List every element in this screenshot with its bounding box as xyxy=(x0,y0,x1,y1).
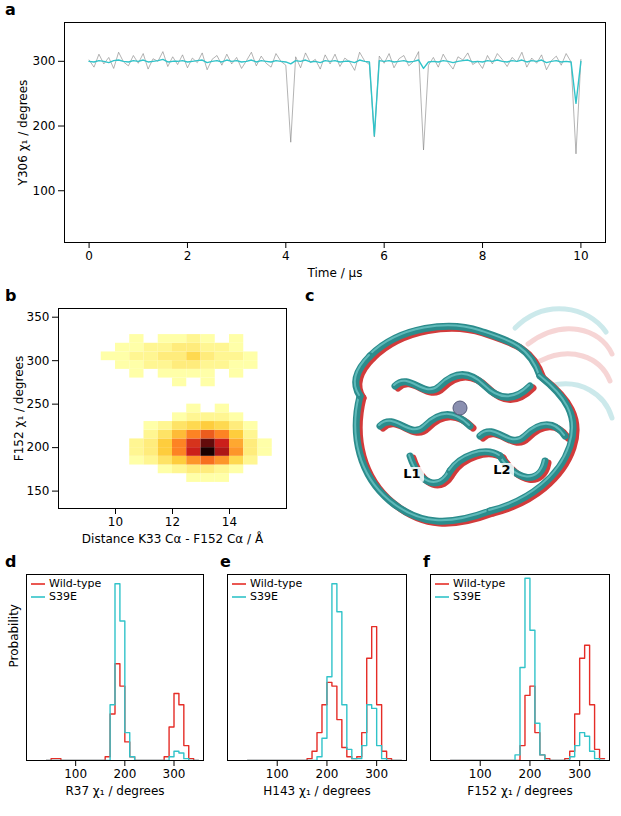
svg-text:Probability: Probability xyxy=(7,604,21,667)
svg-text:100: 100 xyxy=(64,767,87,781)
svg-text:4: 4 xyxy=(282,249,290,263)
svg-text:H143 χ₁ / degrees: H143 χ₁ / degrees xyxy=(263,784,370,798)
svg-text:300: 300 xyxy=(163,767,186,781)
svg-text:200: 200 xyxy=(518,767,541,781)
svg-text:100: 100 xyxy=(469,767,492,781)
svg-text:Time / µs: Time / µs xyxy=(307,266,363,280)
svg-text:150: 150 xyxy=(27,484,50,498)
svg-text:F152 χ₁ / degrees: F152 χ₁ / degrees xyxy=(467,784,572,798)
html-text:S39E: S39E xyxy=(49,590,77,603)
svg-text:200: 200 xyxy=(27,440,50,454)
html-text:Wild-type: Wild-type xyxy=(49,577,102,590)
html-text:e: e xyxy=(220,552,231,571)
svg-text:10: 10 xyxy=(573,249,588,263)
svg-text:Distance K33 Cα - F152 Cα / Å: Distance K33 Cα - F152 Cα / Å xyxy=(82,531,264,546)
svg-text:L2: L2 xyxy=(493,462,510,477)
svg-text:2: 2 xyxy=(184,249,192,263)
svg-text:200: 200 xyxy=(33,119,56,133)
svg-text:R37 χ₁ / degrees: R37 χ₁ / degrees xyxy=(65,784,164,798)
html-text:Wild-type: Wild-type xyxy=(453,577,506,590)
svg-text:350: 350 xyxy=(27,310,50,324)
svg-text:300: 300 xyxy=(568,767,591,781)
svg-text:12: 12 xyxy=(165,515,180,529)
html-text:c: c xyxy=(305,286,315,305)
html-text:Wild-type: Wild-type xyxy=(250,577,303,590)
svg-text:200: 200 xyxy=(113,767,136,781)
svg-text:300: 300 xyxy=(27,354,50,368)
svg-text:L1: L1 xyxy=(403,466,420,481)
svg-text:8: 8 xyxy=(479,249,487,263)
svg-text:100: 100 xyxy=(266,767,289,781)
svg-text:10: 10 xyxy=(108,515,123,529)
svg-text:F152 χ₁ / degrees: F152 χ₁ / degrees xyxy=(12,356,26,461)
html-text:S39E: S39E xyxy=(250,590,278,603)
html-text:S39E: S39E xyxy=(453,590,481,603)
html-text:f: f xyxy=(423,552,430,571)
html-text:b: b xyxy=(5,286,17,305)
svg-text:300: 300 xyxy=(33,54,56,68)
svg-text:14: 14 xyxy=(222,515,237,529)
html-text:d: d xyxy=(5,552,17,571)
svg-text:0: 0 xyxy=(85,249,93,263)
html-text:a: a xyxy=(5,0,16,19)
svg-text:Y306 χ₁ / degrees: Y306 χ₁ / degrees xyxy=(16,80,30,187)
svg-text:6: 6 xyxy=(380,249,388,263)
svg-text:250: 250 xyxy=(27,397,50,411)
svg-text:300: 300 xyxy=(365,767,388,781)
svg-text:200: 200 xyxy=(315,767,338,781)
svg-text:100: 100 xyxy=(33,184,56,198)
